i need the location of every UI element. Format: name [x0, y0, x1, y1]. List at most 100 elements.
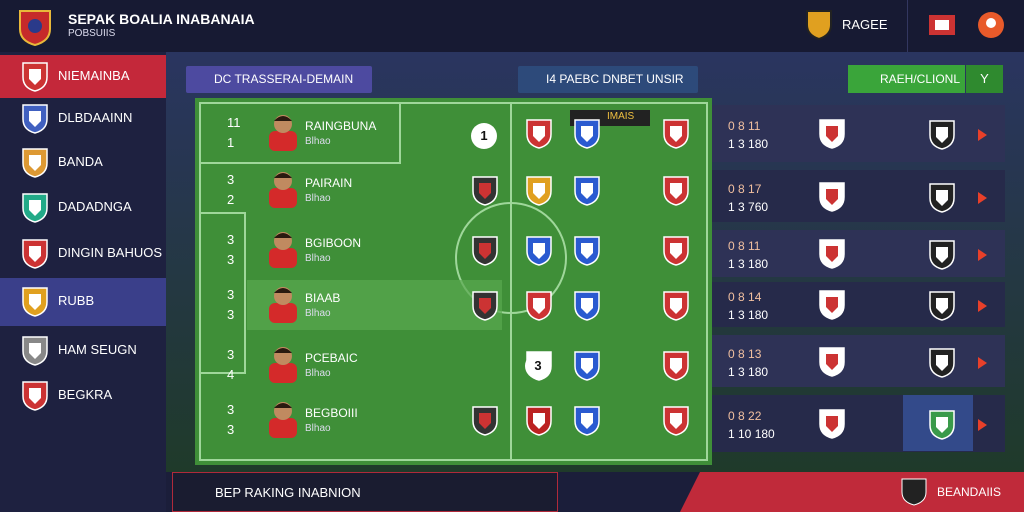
player-number: 3	[227, 287, 235, 302]
player-avatar	[269, 172, 297, 208]
fixture-score: 0 8 14	[728, 290, 762, 304]
nav-icon	[22, 287, 48, 317]
row-arrow[interactable]	[976, 128, 988, 142]
team-crest	[574, 406, 600, 436]
row-arrow[interactable]	[976, 418, 988, 432]
player-detail: Blhao	[305, 423, 331, 434]
fixture-row[interactable]	[712, 335, 1005, 387]
player-position: 2	[227, 192, 235, 207]
nav-icon	[22, 62, 48, 92]
nav-item[interactable]: RUBB	[58, 293, 95, 308]
fixture-time: 1 3 180	[728, 364, 769, 379]
fixture-row[interactable]	[712, 105, 1005, 162]
player-name[interactable]: PAIRAIN	[305, 176, 353, 190]
row-arrow[interactable]	[976, 356, 988, 370]
player-detail: Blhao	[305, 193, 331, 204]
nav-item[interactable]: NIEMAINBA	[58, 68, 130, 83]
team-crest	[526, 291, 552, 321]
fixture-row[interactable]	[712, 282, 1005, 327]
team-crest	[663, 236, 689, 266]
nav-icon	[22, 148, 48, 178]
nav-item[interactable]: DADADNGA	[58, 199, 132, 214]
player-position: 3	[227, 307, 235, 322]
row-arrow[interactable]	[976, 248, 988, 262]
team-crest	[663, 176, 689, 206]
team-crest	[574, 176, 600, 206]
team-crest	[929, 347, 955, 378]
fixture-score: 0 8 11	[728, 119, 761, 133]
team-crest	[819, 119, 845, 149]
fixture-score: 0 8 11	[728, 239, 761, 253]
team-crest	[929, 182, 955, 213]
nav-item[interactable]: BANDA	[58, 154, 103, 169]
pitch-badge: IMAIS	[607, 111, 635, 122]
nav-item[interactable]: BEGKRA	[58, 387, 113, 402]
footer-panel	[680, 472, 1024, 512]
club-icon	[806, 10, 832, 41]
player-avatar	[269, 402, 297, 438]
footer-label[interactable]: BEANDAIIS	[937, 485, 1002, 499]
divider	[907, 0, 908, 52]
nav-icon	[22, 239, 48, 269]
player-position: 1	[227, 135, 235, 150]
nav-icon	[22, 193, 48, 223]
player-name[interactable]: BEGBOIII	[305, 406, 358, 420]
team-crest	[819, 290, 845, 320]
fixture-score: 0 8 17	[728, 181, 762, 196]
footer-label[interactable]: BEP RAKING INABNION	[215, 485, 361, 500]
player-position: 3	[227, 252, 235, 267]
nav-item[interactable]: DLBDAAINN	[58, 110, 133, 125]
user-name[interactable]: RAGEE	[842, 17, 888, 32]
team-crest	[526, 119, 552, 149]
profile-button[interactable]	[976, 10, 1006, 40]
fixture-time: 1 3 180	[728, 257, 769, 271]
team-crest	[526, 406, 552, 436]
action-button[interactable]: Y	[966, 65, 1003, 93]
team-crest	[819, 239, 845, 269]
fixture-row[interactable]	[712, 170, 1005, 222]
team-crest	[574, 351, 600, 381]
nav-item[interactable]: DINGIN BAHUOS	[58, 245, 163, 260]
team-crest	[526, 236, 552, 266]
fixture-time: 1 3 760	[728, 199, 769, 214]
logo	[19, 10, 51, 46]
team-crest	[929, 120, 955, 150]
player-name[interactable]: PCEBAIC	[305, 351, 358, 365]
action-button[interactable]: RAEH/CLIONL	[848, 65, 965, 93]
pitch-marker[interactable]: 1	[471, 123, 497, 149]
player-detail: Blhao	[305, 368, 331, 379]
player-number: 3	[227, 402, 235, 417]
team-crest	[472, 291, 498, 321]
team-crest	[819, 409, 845, 439]
player-name[interactable]: BIAAB	[305, 291, 341, 305]
player-position: 3	[227, 422, 235, 437]
fixture-time: 1 3 180	[728, 137, 769, 151]
header	[0, 0, 1024, 52]
fixture-row[interactable]	[712, 230, 1005, 277]
nav-item[interactable]: HAM SEUGN	[58, 342, 137, 357]
player-avatar	[269, 232, 297, 268]
team-crest	[663, 406, 689, 436]
team-crest	[472, 176, 498, 206]
footer-icon	[901, 478, 927, 506]
player-position: 4	[227, 367, 235, 382]
flag-icon[interactable]	[925, 9, 959, 41]
player-avatar	[269, 287, 297, 323]
team-crest	[574, 119, 600, 149]
pitch-marker[interactable]: 3	[525, 353, 551, 379]
row-arrow[interactable]	[976, 191, 988, 205]
team-crest	[663, 119, 689, 149]
nav-icon	[22, 336, 48, 366]
row-arrow[interactable]	[976, 299, 988, 313]
player-detail: Blhao	[305, 253, 331, 264]
team-crest	[472, 236, 498, 266]
player-name[interactable]: BGIBOON	[305, 236, 362, 250]
tab[interactable]: DC TRASSERAI-DEMAIN	[186, 66, 372, 93]
player-name[interactable]: RAINGBUNA	[305, 119, 377, 133]
team-crest	[663, 291, 689, 321]
tab[interactable]: I4 PAEBC DNBET UNSIR	[518, 66, 698, 93]
player-number: 11	[227, 115, 241, 130]
pitch	[195, 98, 712, 465]
fixture-score: 0 8 13	[728, 346, 762, 361]
